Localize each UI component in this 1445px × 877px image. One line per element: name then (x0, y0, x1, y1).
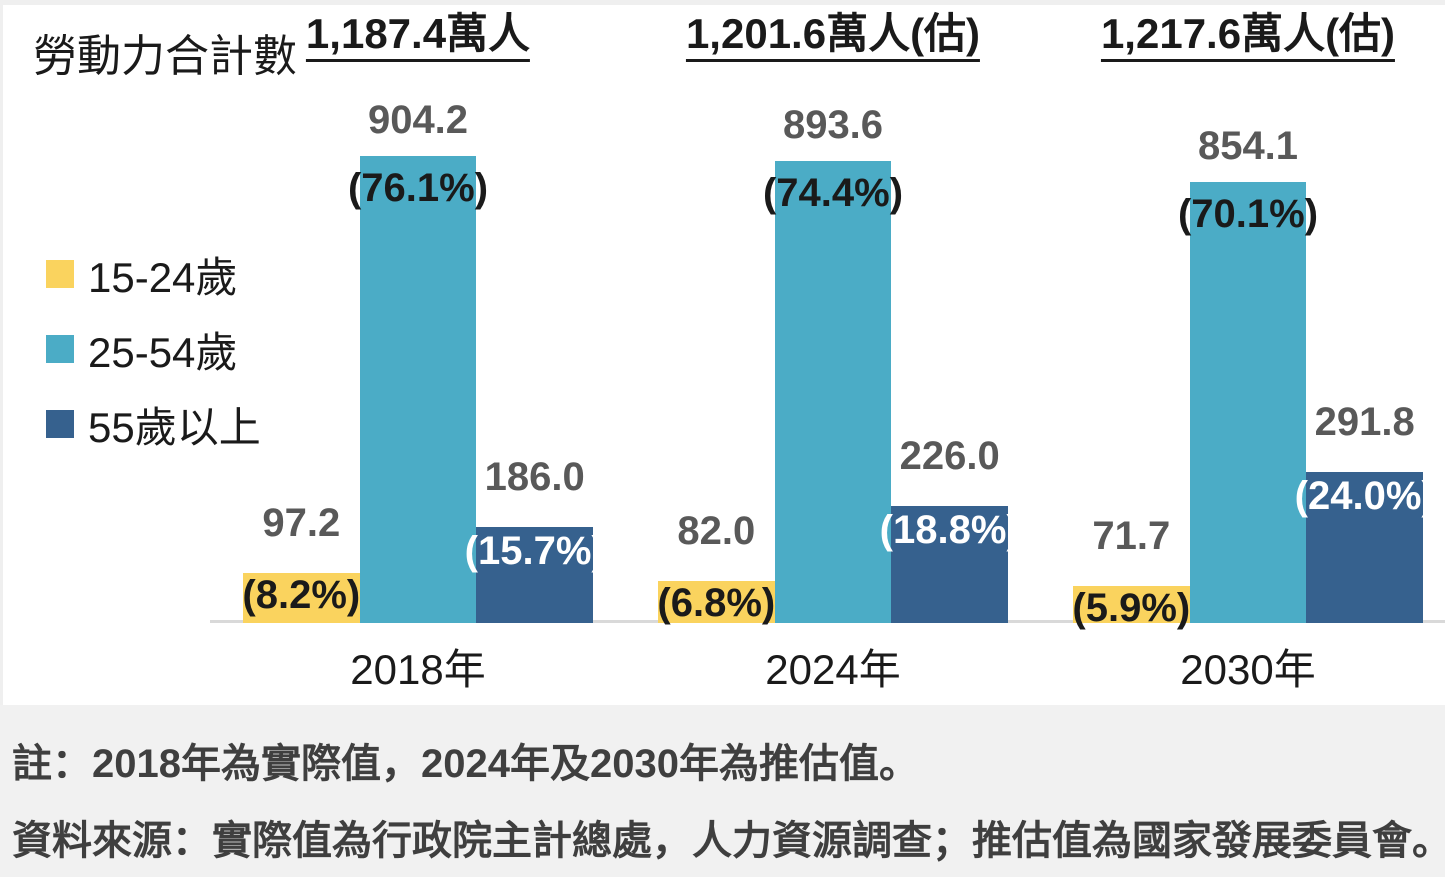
percent-label: (74.4%) (762, 171, 904, 216)
bar-55-plus-2024: 226.0 (18.8%) (880, 436, 1020, 623)
bar-15-24-2030: 71.7 (5.9%) (1072, 516, 1190, 628)
percent-label: (6.8%) (657, 580, 776, 625)
value-label: 291.8 (1314, 400, 1415, 445)
note-line: 註：2018年為實際值，2024年及2030年為推估值。 (12, 742, 919, 786)
category-label: 2018年 (350, 646, 486, 693)
group-total-label: 1,217.6萬人(估) (1100, 13, 1396, 62)
bar-55-plus-2018: 186.0 (15.7%) (465, 457, 605, 623)
bar-15-24-2018: 97.2 (8.2%) (242, 503, 361, 623)
legend-item-55-plus: 55歲以上 (46, 400, 261, 451)
value-label: 186.0 (484, 454, 585, 499)
legend-item-25-54: 25-54歲 (46, 325, 261, 376)
percent-label: (15.7%) (464, 528, 605, 573)
group-total-label: 1,187.4萬人 (305, 13, 531, 62)
legend-swatch-25-54 (46, 335, 74, 363)
legend-swatch-55-plus (46, 410, 74, 438)
source-line: 資料來源：實際值為行政院主計總處，人力資源調查；推估值為國家發展委員會。 (12, 819, 1445, 863)
group-total-label: 1,201.6萬人(估) (685, 13, 981, 62)
value-label: 71.7 (1092, 513, 1171, 558)
percent-label: (76.1%) (347, 166, 489, 210)
value-label: 904.2 (367, 98, 469, 142)
chart-title: 勞動力合計數 (33, 32, 297, 81)
category-label: 2030年 (1180, 646, 1316, 693)
value-label: 226.0 (899, 434, 1000, 479)
value-label: 854.1 (1197, 123, 1299, 168)
value-label: 97.2 (262, 500, 341, 545)
percent-label: (18.8%) (879, 508, 1020, 553)
bar-25-54-2018: 904.2 (76.1%) (348, 100, 488, 623)
bar-group-2018: 97.2 (8.2%) 904.2 (76.1%) 186.0 (15.7%) (242, 100, 605, 623)
legend-label-55-plus: 55歲以上 (88, 403, 261, 451)
bar-group-2030: 71.7 (5.9%) 854.1 (70.1%) 291.8 (24.0%) (1072, 126, 1435, 628)
bar-25-54-2024: 893.6 (74.4%) (763, 105, 903, 623)
bar-15-24-2024: 82.0 (6.8%) (657, 511, 776, 625)
percent-label: (5.9%) (1072, 585, 1191, 630)
percent-label: (8.2%) (242, 572, 361, 617)
percent-label: (70.1%) (1177, 191, 1319, 236)
bar-25-54-2030: 854.1 (70.1%) (1178, 126, 1318, 623)
legend-label-25-54: 25-54歲 (88, 328, 238, 376)
value-label: 893.6 (782, 103, 884, 148)
bar-group-2024: 82.0 (6.8%) 893.6 (74.4%) 226.0 (18.8%) (657, 105, 1020, 625)
legend: 15-24歲 25-54歲 55歲以上 (46, 250, 261, 475)
bar-55-plus-2030: 291.8 (24.0%) (1295, 402, 1435, 623)
legend-item-15-24: 15-24歲 (46, 250, 261, 301)
legend-swatch-15-24 (46, 260, 74, 288)
percent-label: (24.0%) (1294, 474, 1435, 519)
footnotes: 註：2018年為實際值，2024年及2030年為推估值。 資料來源：實際值為行政… (12, 742, 1445, 863)
value-label: 82.0 (677, 508, 756, 553)
category-label: 2024年 (765, 646, 901, 693)
legend-label-15-24: 15-24歲 (88, 253, 238, 301)
